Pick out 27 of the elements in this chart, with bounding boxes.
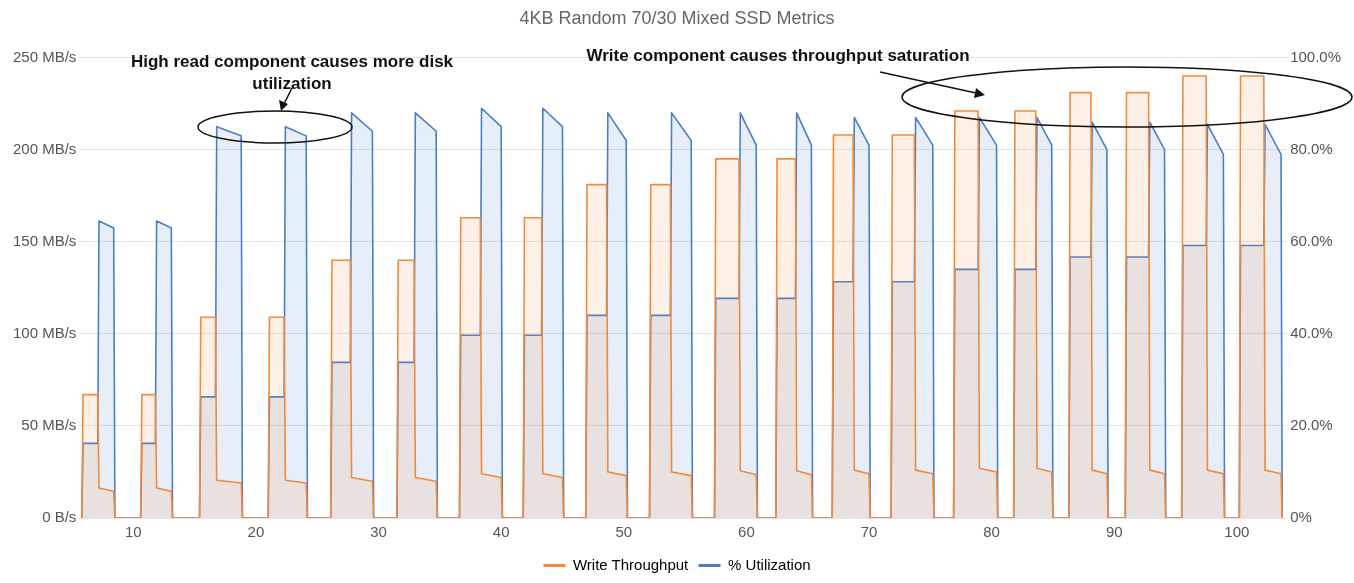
chart-title: 4KB Random 70/30 Mixed SSD Metrics [519,7,835,28]
annotation: Write component causes throughput saturation [586,45,970,65]
x-tick-label: 10 [124,523,142,541]
y2-tick-label: 60.0% [1290,231,1333,249]
y2-tick-label: 20.0% [1290,416,1333,434]
y2-tick-label: 100.0% [1290,47,1341,65]
x-tick-label: 30 [370,523,387,541]
x-tick-label: 70 [860,523,878,541]
x-tick-label: 100 [1224,523,1250,541]
x-tick-label: 40 [492,523,510,541]
y-tick-label: 150 MB/s [12,231,77,249]
x-tick-label: 50 [615,523,633,541]
x-tick-label: 20 [247,523,265,541]
y-tick-label: 100 MB/s [12,323,77,341]
legend-label: % Utilization [728,555,811,573]
y2-tick-label: 80.0% [1290,139,1333,157]
x-tick-label: 60 [738,523,755,541]
y-tick-label: 200 MB/s [12,139,77,157]
y2-tick-label: 0% [1290,508,1312,526]
annotation: High read component causes more disk utilization [130,51,454,93]
x-tick-label: 80 [983,523,1000,541]
y-tick-label: 0 B/s [42,508,77,526]
x-tick-label: 90 [1105,523,1123,541]
y-tick-label: 50 MB/s [21,416,77,434]
y2-tick-label: 40.0% [1290,323,1333,341]
y-tick-label: 250 MB/s [12,47,77,65]
legend-label: Write Throughput [572,555,690,573]
